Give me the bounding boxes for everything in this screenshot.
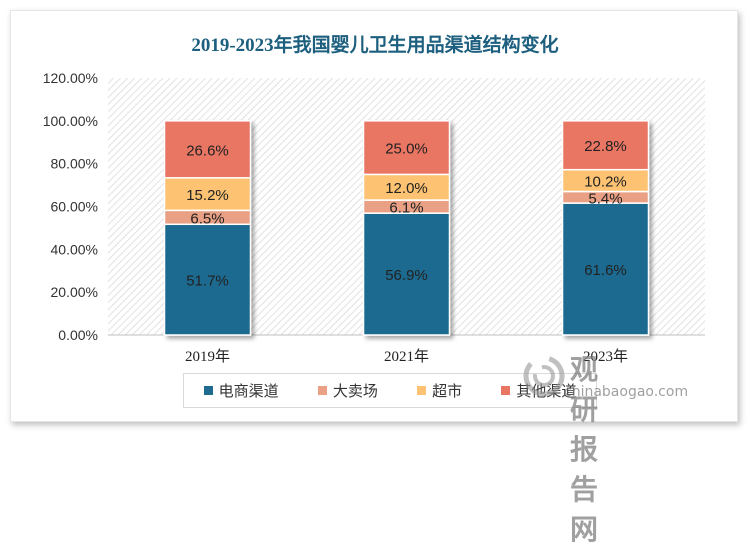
y-tick-label: 40.00% <box>51 241 98 257</box>
data-label: 5.4% <box>588 190 622 207</box>
bar-stack <box>163 120 252 336</box>
data-label: 22.8% <box>584 138 627 155</box>
bar-chart: 0.00% 20.00% 40.00% 60.00% 80.00% 100.00% 120.… <box>43 70 705 365</box>
bar-stack <box>362 120 451 336</box>
data-label: 26.6% <box>186 142 229 159</box>
x-tick-label: 2021年 <box>384 348 429 365</box>
y-tick-label: 0.00% <box>58 327 98 343</box>
bar-segment <box>163 223 252 336</box>
bar-segment <box>561 202 650 336</box>
y-tick-label: 20.00% <box>51 284 98 300</box>
data-label: 12.0% <box>385 180 428 197</box>
x-tick-label: 2023年 <box>583 348 628 365</box>
legend-swatch <box>417 386 427 395</box>
chart-title: 2019-2023年我国婴儿卫生用品渠道结构变化 <box>191 35 559 56</box>
legend-swatch <box>203 386 213 395</box>
y-tick-label: 120.00% <box>43 70 98 86</box>
data-label: 61.6% <box>584 262 627 279</box>
legend-swatch <box>317 386 327 395</box>
legend-item: 超市 <box>417 380 462 401</box>
y-tick-label: 80.00% <box>51 156 98 172</box>
legend-item: 电商渠道 <box>203 380 279 401</box>
bar-segment <box>163 177 252 212</box>
bar-segment <box>362 120 451 176</box>
legend-label: 大卖场 <box>332 384 378 400</box>
y-tick-label: 100.00% <box>43 113 98 129</box>
bar-segment <box>163 120 252 179</box>
legend-item: 大卖场 <box>317 380 378 401</box>
bar-stack <box>561 120 650 336</box>
legend-label: 电商渠道 <box>218 384 279 400</box>
data-label: 6.5% <box>190 210 224 227</box>
legend-swatch <box>501 386 511 395</box>
x-tick-label: 2019年 <box>185 348 230 365</box>
data-label: 51.7% <box>186 273 229 290</box>
legend-label: 超市 <box>432 384 463 400</box>
data-label: 15.2% <box>186 187 229 204</box>
data-label: 25.0% <box>385 141 428 158</box>
y-tick-label: 60.00% <box>51 199 98 215</box>
data-label: 56.9% <box>385 267 428 284</box>
bar-segment <box>561 120 650 171</box>
data-label: 6.1% <box>389 200 423 217</box>
logo-icon <box>523 355 565 397</box>
bar-segment <box>362 212 451 336</box>
data-label: 10.2% <box>584 174 627 191</box>
